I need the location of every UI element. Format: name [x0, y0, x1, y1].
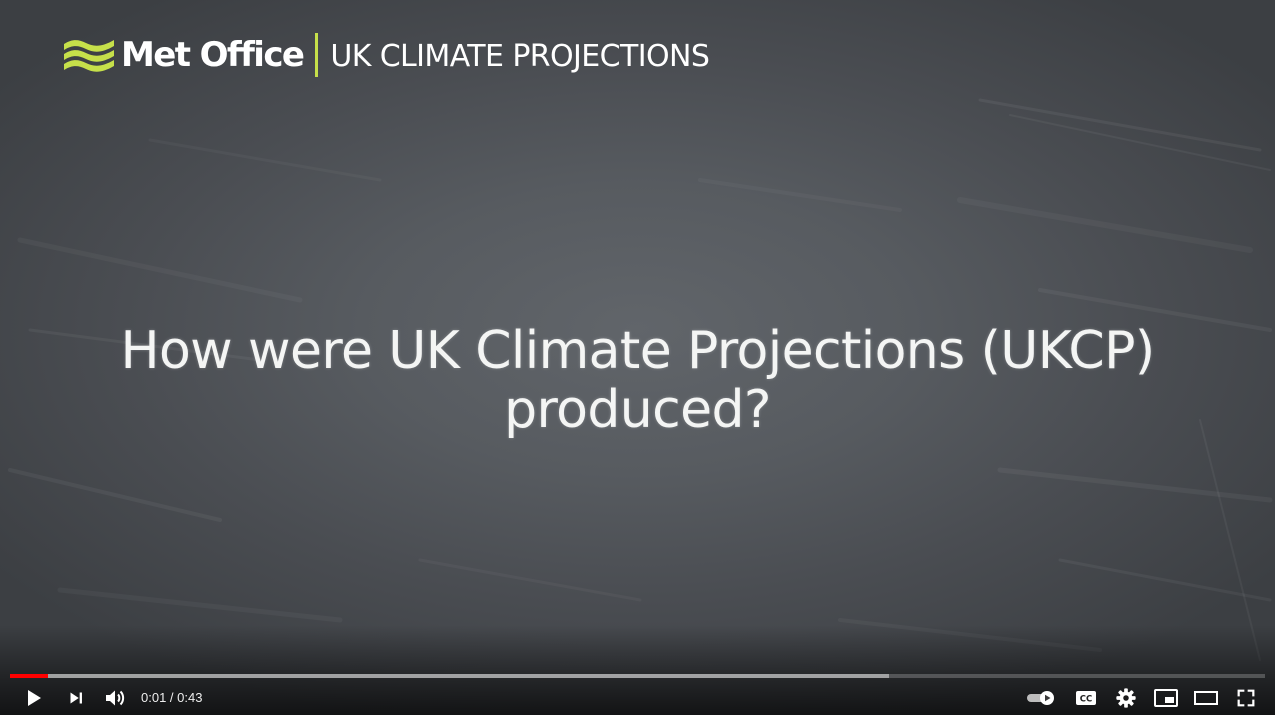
fullscreen-button[interactable] — [1231, 683, 1261, 713]
theater-mode-button[interactable] — [1190, 683, 1222, 713]
met-office-brand: Met Office UK CLIMATE PROJECTIONS — [62, 32, 710, 78]
progress-buffered — [10, 674, 889, 678]
brand-name: Met Office — [121, 35, 305, 75]
brand-divider — [315, 33, 319, 77]
progress-played — [10, 674, 48, 678]
autoplay-toggle[interactable] — [1025, 683, 1059, 713]
volume-icon — [106, 690, 125, 706]
cc-label: CC — [1080, 695, 1092, 705]
play-icon — [28, 690, 41, 706]
play-button[interactable] — [18, 683, 48, 713]
cc-icon: CC — [1076, 691, 1096, 705]
brand-subtitle: UK CLIMATE PROJECTIONS — [330, 39, 710, 74]
headline-line: How were UK Climate Projections (UKCP) — [120, 321, 1155, 381]
met-office-waves-icon — [64, 40, 114, 72]
video-headline: How were UK Climate Projections (UKCP) p… — [0, 322, 1275, 440]
current-time: 0:01 — [141, 690, 167, 705]
duration: 0:43 — [177, 690, 203, 705]
next-icon — [70, 692, 82, 704]
progress-bar[interactable] — [10, 674, 1265, 678]
fullscreen-icon — [1237, 689, 1255, 707]
gear-icon — [1116, 688, 1136, 708]
headline-line: produced? — [504, 380, 771, 440]
time-display: 0:01 / 0:43 — [141, 683, 202, 713]
captions-button[interactable]: CC — [1071, 683, 1101, 713]
theater-mode-icon — [1194, 691, 1218, 705]
miniplayer-icon — [1154, 689, 1178, 707]
next-button[interactable] — [61, 683, 91, 713]
autoplay-toggle-icon — [1027, 691, 1054, 705]
settings-button[interactable] — [1111, 683, 1141, 713]
volume-button[interactable] — [100, 683, 130, 713]
miniplayer-button[interactable] — [1150, 683, 1182, 713]
time-separator: / — [166, 690, 178, 705]
controls-gradient — [0, 625, 1275, 715]
